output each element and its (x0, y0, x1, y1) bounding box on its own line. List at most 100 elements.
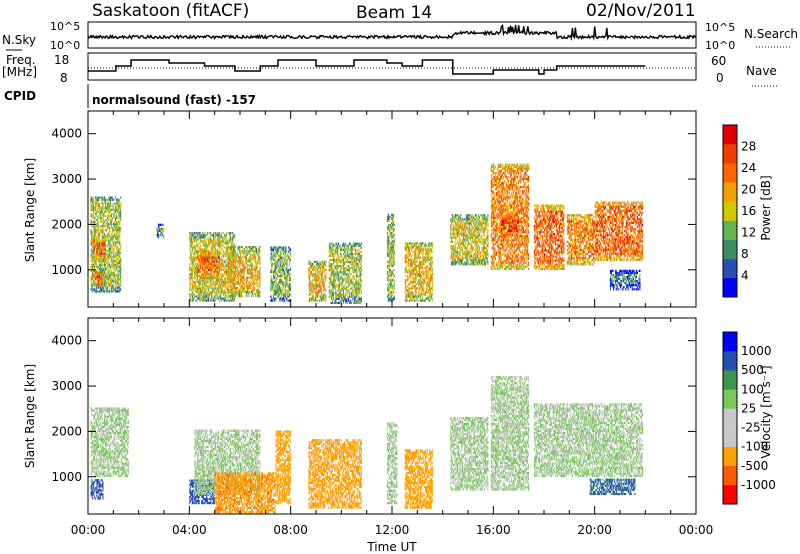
power-cell (393, 246, 394, 248)
power-cell (96, 257, 97, 259)
power-cell (96, 286, 97, 288)
power-cell (357, 296, 358, 298)
power-cell (285, 273, 286, 275)
power-cell (273, 249, 274, 251)
power-cell (283, 269, 284, 271)
power-cell (200, 232, 201, 234)
power-cell (96, 262, 97, 264)
power-cell (120, 229, 121, 231)
power-cell (228, 264, 229, 266)
power-cell (103, 219, 104, 221)
power-cell (394, 281, 395, 283)
power-cell (392, 218, 393, 220)
power-cell (116, 233, 117, 235)
power-cell (221, 283, 222, 285)
power-cell (194, 261, 195, 263)
power-cell (215, 271, 216, 273)
power-cell (241, 293, 242, 295)
power-cell (394, 242, 395, 244)
power-cell (212, 267, 213, 269)
power-cell (308, 267, 309, 269)
power-cell (315, 269, 316, 271)
power-cell (113, 268, 114, 270)
power-cell (199, 234, 200, 236)
power-cell (162, 232, 163, 234)
power-cell (358, 277, 359, 279)
power-scatter-block (308, 261, 326, 302)
power-cell (337, 245, 338, 247)
power-cell (341, 257, 342, 259)
power-cell (345, 283, 346, 285)
power-cell (195, 281, 196, 283)
power-cell (192, 265, 193, 267)
power-cell (290, 251, 291, 253)
power-heatmap (91, 164, 644, 304)
power-cell (360, 245, 361, 247)
power-cell (97, 219, 98, 221)
power-cell (389, 240, 390, 242)
power-cell (115, 211, 116, 213)
power-cell (235, 295, 236, 297)
power-cell (282, 265, 283, 267)
power-cell (213, 240, 214, 242)
power-cell (335, 283, 336, 285)
power-cell (394, 228, 395, 230)
power-cell (102, 235, 103, 237)
power-cell (101, 278, 102, 280)
freq-label-2: [MHz] (2, 65, 37, 79)
power-cell (333, 243, 334, 245)
power-cell (275, 275, 276, 277)
power-cell (394, 279, 395, 281)
power-cell (244, 285, 245, 287)
power-cell (112, 217, 113, 219)
power-cell (200, 285, 201, 287)
power-cell (254, 271, 255, 273)
power-cell (290, 273, 291, 275)
power-cell (351, 283, 352, 285)
power-cell (343, 253, 344, 255)
power-cell (103, 223, 104, 225)
power-cell (192, 232, 193, 234)
power-cell (322, 269, 323, 271)
power-cell (222, 242, 223, 244)
power-cell (205, 283, 206, 285)
power-cell (193, 257, 194, 259)
power-cell (352, 294, 353, 296)
power-cell (392, 232, 393, 234)
power-cell (109, 241, 110, 243)
power-cell (406, 275, 407, 277)
power-cell (358, 281, 359, 283)
power-cell (324, 295, 325, 297)
power-cell (361, 261, 362, 263)
power-cell (95, 217, 96, 219)
power-cell (194, 275, 195, 277)
power-cell (225, 279, 226, 281)
power-cell (205, 275, 206, 277)
power-cell (391, 242, 392, 244)
power-cell (390, 300, 391, 302)
power-cell (248, 271, 249, 273)
power-cell (246, 283, 247, 285)
power-cell (197, 277, 198, 279)
power-cell (226, 267, 227, 269)
power-cell (361, 300, 362, 302)
power-cell (319, 271, 320, 273)
power-cell (391, 291, 392, 293)
power-cell (315, 267, 316, 269)
power-cell (193, 261, 194, 263)
power-cell (323, 279, 324, 281)
power-cell (406, 269, 407, 271)
power-cell (94, 240, 95, 242)
power-cell (221, 269, 222, 271)
power-cell (102, 227, 103, 229)
power-cell (247, 279, 248, 281)
power-cell (195, 253, 196, 255)
power-cell (112, 231, 113, 233)
power-cell (194, 259, 195, 261)
power-cell (117, 217, 118, 219)
power-cell (331, 290, 332, 292)
power-cell (190, 281, 191, 283)
power-cell (119, 223, 120, 225)
power-cell (200, 254, 201, 256)
power-cell (190, 285, 191, 287)
